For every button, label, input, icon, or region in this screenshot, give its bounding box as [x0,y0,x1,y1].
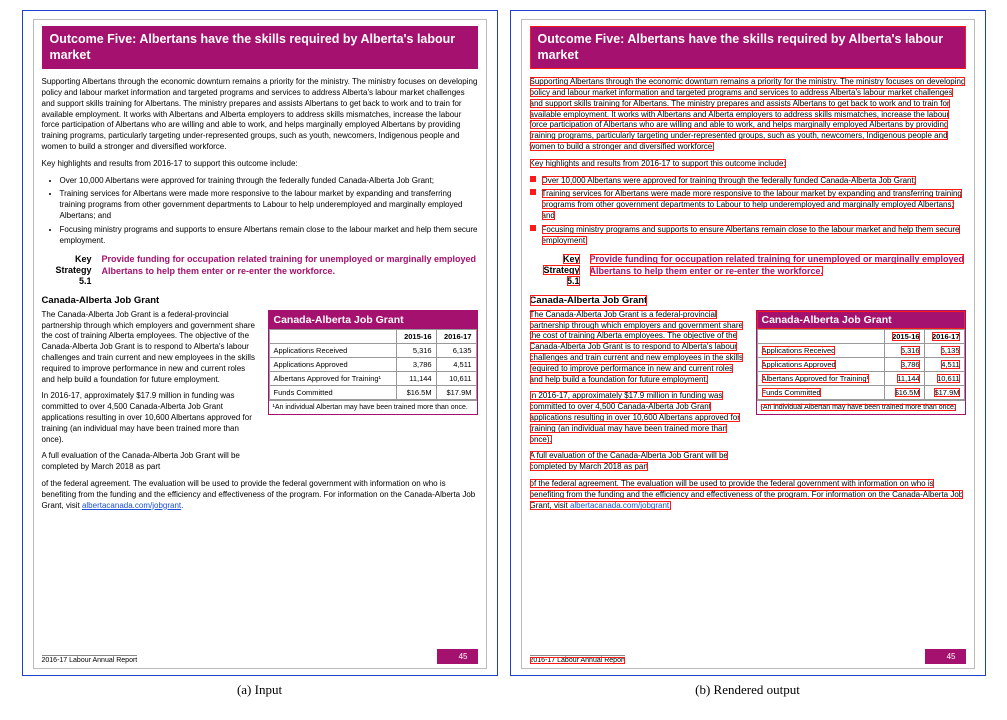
intro-paragraph: Supporting Albertans through the economi… [530,77,966,153]
table-header: 2016-17 [436,329,476,343]
table-footnote: ¹An individual Albertan may have been tr… [757,400,965,414]
page-footer: 2016-17 Labour Annual Report 45 [530,649,966,664]
table-title: Canada-Alberta Job Grant [269,311,477,329]
key-strategy-block: Key Strategy 5.1 Provide funding for occ… [42,254,478,286]
list-item: Over 10,000 Albertans were approved for … [542,176,966,187]
panel-a: Outcome Five: Albertans have the skills … [22,10,498,698]
table-cell: 10,611 [436,371,476,385]
table-cell: Applications Received [269,343,396,357]
section-subhead: Canada-Alberta Job Grant [42,295,478,306]
key-strategy-text: Provide funding for occupation related t… [590,254,966,286]
cajg-para-3a: A full evaluation of the Canada-Alberta … [530,451,748,473]
table-cell: $17.9M [924,385,964,399]
key-strategy-text: Provide funding for occupation related t… [102,254,478,286]
cajg-para-3b: of the federal agreement. The evaluation… [530,479,966,511]
table-header: 2016-17 [924,329,964,343]
table-cell: Albertans Approved for Training¹ [757,371,884,385]
list-item: Over 10,000 Albertans were approved for … [60,176,478,187]
table-cell: $17.9M [436,385,476,399]
table-title: Canada-Alberta Job Grant [757,311,965,329]
cajg-para-3b: of the federal agreement. The evaluation… [42,479,478,511]
table-cell: 6,135 [924,343,964,357]
highlights-list: Over 10,000 Albertans were approved for … [42,176,478,247]
table-cell: Applications Approved [757,357,884,371]
highlights-list: Over 10,000 Albertans were approved for … [530,176,966,247]
table-cell: 3,786 [396,357,436,371]
job-grant-table: Canada-Alberta Job Grant 2015-16 2016-17… [756,310,966,415]
list-item: Training services for Albertans were mad… [60,189,478,221]
page-number-badge: 45 [437,649,478,664]
table-cell: Funds Committed [269,385,396,399]
list-item: Focusing ministry programs and supports … [542,225,966,247]
table-cell: $16.5M [396,385,436,399]
report-label: 2016-17 Labour Annual Report [42,655,138,664]
cajg-para-3a: A full evaluation of the Canada-Alberta … [42,451,260,473]
table-cell: 5,316 [884,343,924,357]
key-strategy-label: Key Strategy 5.1 [530,254,580,286]
table-footnote: ¹An individual Albertan may have been tr… [269,400,477,414]
panel-b: Outcome Five: Albertans have the skills … [510,10,986,698]
table-cell: 3,786 [884,357,924,371]
table-cell: 11,144 [396,371,436,385]
doc-page-input: Outcome Five: Albertans have the skills … [33,19,487,669]
list-item: Focusing ministry programs and supports … [60,225,478,247]
table-cell: Albertans Approved for Training¹ [269,371,396,385]
table-cell: 4,511 [924,357,964,371]
cajg-para-2: In 2016-17, approximately $17.9 million … [530,391,748,445]
two-column-region: The Canada-Alberta Job Grant is a federa… [530,310,966,479]
table-cell: Funds Committed [757,385,884,399]
table-header [269,329,396,343]
page-footer: 2016-17 Labour Annual Report 45 [42,649,478,664]
table-header [757,329,884,343]
cajg-para-2: In 2016-17, approximately $17.9 million … [42,391,260,445]
key-strategy-label: Key Strategy 5.1 [42,254,92,286]
panel-b-frame: Outcome Five: Albertans have the skills … [510,10,986,676]
table-cell: 5,316 [396,343,436,357]
cajg-para-1: The Canada-Alberta Job Grant is a federa… [42,310,260,386]
caption-a: (a) Input [22,682,498,698]
cajg-para-1: The Canada-Alberta Job Grant is a federa… [530,310,748,386]
table-cell: 10,611 [924,371,964,385]
highlights-intro: Key highlights and results from 2016-17 … [42,159,478,170]
section-subhead: Canada-Alberta Job Grant [530,295,966,306]
jobgrant-link[interactable]: albertacanada.com/jobgrant [570,501,669,510]
doc-page-output: Outcome Five: Albertans have the skills … [521,19,975,669]
table-cell: 6,135 [436,343,476,357]
two-column-region: The Canada-Alberta Job Grant is a federa… [42,310,478,479]
table-cell: $16.5M [884,385,924,399]
key-strategy-block: Key Strategy 5.1 Provide funding for occ… [530,254,966,286]
jobgrant-link[interactable]: albertacanada.com/jobgrant [82,501,181,510]
table-cell: Applications Received [757,343,884,357]
table-cell: 4,511 [436,357,476,371]
table-cell: 11,144 [884,371,924,385]
caption-b: (b) Rendered output [510,682,986,698]
page-number-badge: 45 [925,649,966,664]
figure-pair: Outcome Five: Albertans have the skills … [10,10,997,698]
list-item: Training services for Albertans were mad… [542,189,966,221]
table-header: 2015-16 [396,329,436,343]
panel-a-frame: Outcome Five: Albertans have the skills … [22,10,498,676]
job-grant-table: Canada-Alberta Job Grant 2015-16 2016-17… [268,310,478,415]
report-label: 2016-17 Labour Annual Report [530,655,626,664]
highlights-intro: Key highlights and results from 2016-17 … [530,159,966,170]
outcome-header: Outcome Five: Albertans have the skills … [530,26,966,69]
table-cell: Applications Approved [269,357,396,371]
intro-paragraph: Supporting Albertans through the economi… [42,77,478,153]
outcome-header: Outcome Five: Albertans have the skills … [42,26,478,69]
table-header: 2015-16 [884,329,924,343]
